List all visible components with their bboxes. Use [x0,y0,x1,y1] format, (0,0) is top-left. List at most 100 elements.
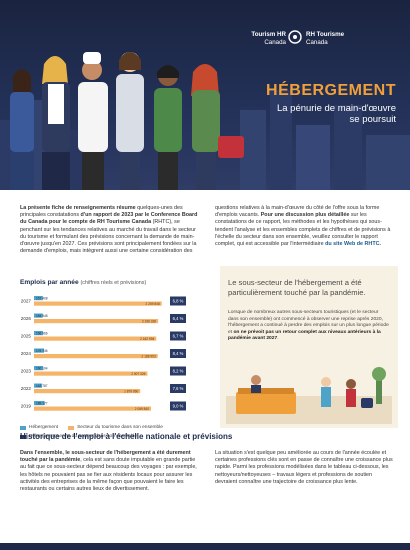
footer-bar [0,543,410,550]
percent-badge [170,366,186,376]
callout-body: Lorsque de nombreux autres sous-secteurs… [228,310,390,343]
accommodation-bar [34,366,44,371]
year-label: 2027 [21,299,32,304]
legend-row-1: Hébergement Secteur du tourisme dans son… [20,425,173,430]
year-label: 2022 [21,386,32,391]
sector-value-label: 2 162 994 [140,337,154,341]
accommodation-value-label: 142 787 [36,384,48,388]
legend-item-percent: Hébergement en % du secteur dans son ens… [20,434,137,439]
legend-label-sector: Secteur du tourisme dans son ensemble [77,425,163,430]
sector-bar [34,336,157,341]
intro-right-text-1: questions relatives à la main-d'œuvre du… [215,205,380,219]
legend-swatch-accommodation [20,425,26,430]
year-label: 2024 [21,351,32,356]
tourism-hr-logo-icon [288,30,302,44]
chart-title-note: (chiffres réels et prévisions) [80,280,147,286]
percent-badge [170,314,186,323]
legend-item-accommodation: Hébergement [20,425,58,430]
legend-label-percent: Hébergement en % du secteur dans son ens… [29,434,137,439]
accommodation-bar [34,331,43,336]
year-label: 2023 [21,369,32,374]
logo-tourism-hr: Tourism HR Canada [250,31,286,47]
sector-value-label: 2 007 026 [131,372,145,376]
intro-left-column: La présente fiche de renseignements résu… [20,205,200,255]
logo-right-brand: RH Tourisme [306,31,345,38]
percent-value-label: 8,2 % [173,369,184,374]
page-title: HÉBERGEMENT [266,82,396,99]
intro-right-bold-1: Pour une discussion plus détaillée [260,212,350,219]
callout-heading: Le sous-secteur de l'hébergement a été p… [228,278,366,297]
accommodation-bar [34,401,45,406]
hotel-lobby-illustration [226,367,392,424]
percent-badge [170,384,186,393]
percent-value-label: 6,4 % [173,316,184,321]
history-left-bold: Dans l'ensemble, le sous-secteur de l'hé… [20,450,191,464]
year-label: 2026 [21,316,32,321]
legend-swatch-sector [68,425,75,430]
sector-bar [34,301,162,306]
intro-right-text-2: sur les constatations de ce rapport, les… [215,212,391,248]
pandemic-impact-callout: Le sous-secteur de l'hébergement a été p… [220,266,398,428]
legend-row-2: Hébergement en % du secteur dans son ens… [20,434,173,439]
intro-left-bold-2: d'un rapport de 2023 par le Conference B… [20,212,198,226]
sector-bar [34,389,141,394]
accommodation-bar [34,313,43,318]
logo-right-sub: Canada [306,39,328,46]
percent-badge [170,349,186,358]
year-label: 2025 [21,334,32,339]
accommodation-bar [34,296,43,301]
logo-left-sub: Canada [264,39,286,46]
sector-value-label: 2 188 953 [142,354,156,358]
partner-logos: Tourism HR Canada RH Tourisme Canada [250,28,400,54]
callout-body-end: . [277,336,279,342]
rhtc-website-link[interactable]: du site Web de RHTC. [325,241,382,248]
hospitality-workers-illustration [10,52,244,190]
sector-bar [34,354,158,359]
logo-left-brand: Tourism HR [251,31,286,38]
year-label: 2019 [21,404,32,409]
accommodation-bar [34,383,43,388]
accommodation-value-label: 160 104 [36,366,48,370]
accommodation-value-label: 156 966 [36,331,48,335]
percent-badge [170,296,186,306]
intro-left-bold-1: La présente fiche de renseignements résu… [20,205,136,211]
percent-value-label: 6,7 % [173,334,184,339]
hero-title-block: HÉBERGEMENT La pénurie de main-d'œuvre s… [266,82,396,125]
percent-value-label: 6,8 % [173,299,184,304]
percent-badge [170,331,186,341]
sector-value-label: 2 196 330 [142,319,156,323]
legend-swatch-percent [20,434,26,439]
chart-title: Emplois par année (chiffres réels et pré… [20,279,146,286]
hero-banner: Tourism HR Canada RH Tourisme Canada HÉB… [0,0,410,190]
history-left-column: Dans l'ensemble, le sous-secteur de l'hé… [20,450,200,493]
sector-bar [34,406,151,411]
percent-value-label: 9,0 % [173,404,184,409]
jobs-by-year-chart: 2027 157 408 2 259 848 6,8 % 2026 154 948 2 19… [21,296,186,411]
percent-value-label: 7,6 % [173,386,184,391]
sector-value-label: 2 259 848 [146,302,160,306]
history-right-column: La situation s'est quelque peu améliorée… [215,450,393,485]
intro-left-text-1: quelques-unes des principales constatati… [20,205,183,219]
percent-value-label: 8,4 % [173,351,184,356]
sector-value-label: 2 069 840 [135,407,149,411]
callout-body-text: Lorsque de nombreux autres sous-secteurs… [228,310,389,335]
history-section-title: Historique de l'emploi à l'échelle natio… [20,432,233,441]
accommodation-value-label: 154 948 [36,314,48,318]
accommodation-value-label: 188 177 [36,401,48,405]
history-left-text: , cela est sans doute imputable en grand… [20,457,197,493]
chart-title-text: Emplois par année [20,279,79,286]
percent-badge [170,401,186,411]
chart-legend: Hébergement Secteur du tourisme dans son… [20,425,173,443]
accommodation-value-label: 157 408 [36,296,48,300]
legend-label-accommodation: Hébergement [29,425,59,430]
logo-rh-tourisme: RH Tourisme Canada [306,31,344,47]
intro-right-column: questions relatives à la main-d'œuvre du… [215,205,395,248]
callout-body-bold: on ne prévoit pas un retour complet aux … [228,329,381,342]
sector-bar [34,319,159,324]
sector-value-label: 1 879 960 [124,389,138,393]
intro-left-text-2: (RHTC), se penchant sur les tendances re… [20,219,197,255]
legend-item-sector: Secteur du tourisme dans son ensemble [68,425,163,430]
page-subtitle: La pénurie de main-d'œuvre se poursuit [276,103,396,125]
accommodation-bar [34,348,44,353]
accommodation-value-label: 176 746 [36,349,48,353]
